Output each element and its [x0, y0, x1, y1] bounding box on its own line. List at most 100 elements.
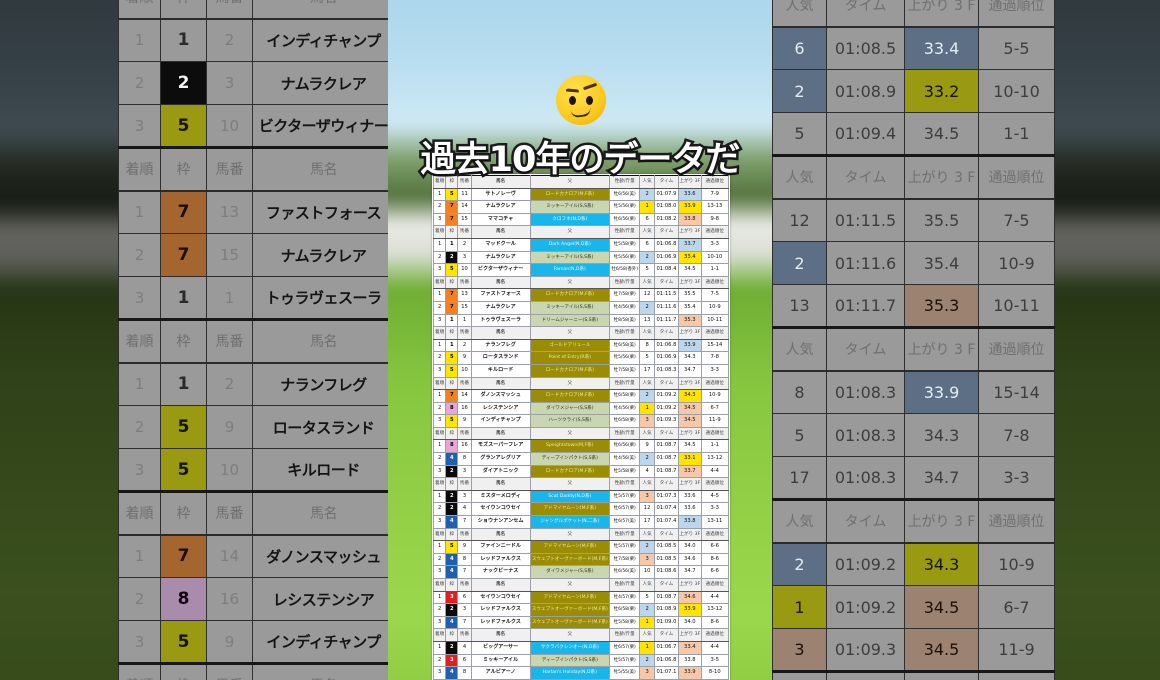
cell-horse-number: 7 [457, 615, 472, 630]
cell-time: 01:08.3 [826, 413, 905, 457]
cell-popularity: 1 [639, 200, 655, 214]
header-rank: 着順 [118, 318, 161, 364]
table-header-row: 着順枠馬番 馬名父性齢/斤量 人気 タイム 上がり 3F 通過順位 [432, 225, 729, 239]
header-waku: 枠 [445, 326, 459, 340]
table-row: 1 2 3 ミスターメロディ Scat Daddy(N,D系) 牡5/57(栗) 3 01:0… [432, 489, 729, 504]
cell-horse-name: ダイアトニック [470, 464, 531, 479]
cell-sire: スウェプトオーヴァーボード(M,F系) [529, 552, 610, 567]
cell-waku: 1 [445, 338, 459, 353]
header-sex-age-weight: 性齢/斤量 [608, 426, 641, 441]
cell-rank: 1 [432, 590, 447, 605]
cell-passing-order: 5-5 [978, 26, 1055, 70]
header-waku: 枠 [445, 477, 459, 491]
table-row: 1 2 4 ビッグアーサー サクラバクシンオー(N,D系) 牡6/57(栗) 1 01:06.… [432, 640, 729, 655]
cell-sire: Speightstown(M,F系) [529, 439, 610, 454]
cell-last-3f: 35.3 [904, 284, 979, 328]
cell-waku: 3 [445, 590, 459, 605]
table-row: 2 2 3 ナムラクレア ミッキーアイル(S,S系) 牝5/56(栗) 2 01:06.9 33… [432, 250, 729, 265]
cell-rank: 1 [432, 288, 447, 302]
cell-time: 01:06.9 [653, 351, 680, 365]
table-row: 2 7 15 ナムラクレア [118, 233, 395, 277]
header-sex-age-weight: 性齢/斤量 [608, 628, 641, 642]
header-popularity: 人気 [639, 426, 655, 441]
header-horse-number: 馬番 [457, 426, 472, 441]
cell-sex-age-weight: 牡6/57(栗) [608, 640, 641, 655]
cell-sex-age-weight: 牡5/58(栗) [608, 615, 641, 630]
cell-sire: Scat Daddy(N,D系) [529, 489, 610, 504]
cell-horse-name: インディチャンプ [252, 18, 395, 62]
cell-horse-number: 13 [206, 190, 253, 234]
header-rank: 着順 [118, 662, 161, 680]
cell-waku: 4 [445, 666, 459, 680]
cell-passing-order: 7-5 [700, 288, 729, 302]
cell-horse-name: ナムラクレア [252, 61, 395, 105]
cell-passing-order: 10-9 [978, 241, 1055, 285]
cell-rank: 1 [432, 338, 447, 353]
table-row: 3 1 1 トゥラヴェスーラ ドリームジャーニー(S,S系) 牡8/58(美) 13 01:1… [432, 313, 729, 328]
header-last-3f: 上がり 3F [678, 376, 702, 391]
cell-popularity: 2 [639, 603, 655, 617]
cell-popularity: 2 [772, 69, 827, 113]
table-row: 13 01:11.7 35.3 10-11 [772, 284, 1055, 328]
cell-horse-number: 16 [457, 401, 472, 416]
cell-time: 01:08.3 [826, 456, 905, 500]
table-row: 2 01:09.2 34.3 10-9 [772, 542, 1055, 586]
cell-sire: ロードカナロア(M,F系) [529, 389, 610, 403]
header-sire: 父 [529, 376, 610, 391]
cell-last-3f: 34.7 [904, 456, 979, 500]
cell-horse-name: ショウナンアンセム [470, 515, 531, 529]
cell-horse-number: 1 [206, 276, 253, 320]
cell-passing-order: 10-9 [700, 300, 729, 315]
cell-rank: 1 [432, 489, 447, 504]
cell-horse-number: 4 [457, 640, 472, 655]
cell-passing-order: 1-1 [700, 263, 729, 277]
cell-waku: 5 [445, 187, 459, 202]
cell-horse-number: 14 [457, 389, 472, 403]
header-rank: 着順 [432, 628, 447, 642]
cell-last-3f: 34.6 [678, 552, 702, 567]
cell-sire: ディープインパクト(S,S系) [529, 653, 610, 668]
cell-horse-name: ナムラクレア [470, 200, 531, 214]
cell-popularity: 1 [639, 401, 655, 416]
header-sire: 父 [529, 527, 610, 542]
cell-waku: 2 [445, 603, 459, 617]
cell-horse-name: トゥラヴェスーラ [252, 276, 395, 320]
header-passing-order: 通過順位 [700, 628, 729, 642]
header-sex-age-weight: 性齢/斤量 [608, 326, 641, 340]
cell-horse-name: セイウンコウセイ [470, 590, 531, 605]
cell-sire: ロードカナロア(M,F系) [529, 187, 610, 202]
cell-sex-age-weight: 牡6/57(栗) [608, 502, 641, 517]
header-waku: 枠 [445, 275, 459, 290]
header-horse-name: 馬名 [252, 0, 395, 20]
cell-passing-order: 10-11 [700, 313, 729, 328]
header-time: タイム [653, 628, 680, 642]
table-row: 2 01:11.6 35.4 10-9 [772, 241, 1055, 285]
cell-rank: 1 [118, 362, 161, 406]
cell-last-3f: 33.1 [678, 452, 702, 466]
table-row: 1 1 2 マッドクール Dark Angel(N,D系) 牡5/58(栗) 6 01:06.… [432, 237, 729, 252]
cell-passing-order: 3-3 [978, 456, 1055, 500]
cell-horse-number: 2 [206, 18, 253, 62]
table-row: 1 5 9 ファインニードル アドマイヤムーン(M,F系) 牡5/57(栗) 2 01:08.… [432, 540, 729, 554]
cell-popularity: 8 [772, 370, 827, 414]
cell-sex-age-weight: 牝4/56(栗) [608, 401, 641, 416]
cell-sex-age-weight: 牡6/58(栗) [608, 389, 641, 403]
cell-waku: 8 [445, 401, 459, 416]
cell-sex-age-weight: 牡4/57(栗) [608, 590, 641, 605]
header-horse-name: 馬名 [470, 426, 531, 441]
table-row: 2 2 3 ナムラクレア [118, 61, 395, 105]
cell-waku: 5 [445, 263, 459, 277]
header-waku: 枠 [445, 175, 459, 189]
cell-horse-number: 6 [457, 653, 472, 668]
cell-passing-order: 7-9 [700, 187, 729, 202]
cell-waku: 7 [445, 212, 459, 227]
right-results-table: 人気 タイム 上がり 3 F 通過順位 6 01:08.5 33.4 5-5 2 01:08.9 3… [772, 0, 1055, 680]
cell-horse-number: 15 [206, 233, 253, 277]
cell-sire: Dark Angel(N,D系) [529, 237, 610, 252]
cell-waku: 8 [160, 577, 207, 621]
header-rank: 着順 [118, 0, 161, 20]
cell-rank: 2 [432, 452, 447, 466]
cell-time: 01:08.7 [653, 590, 680, 605]
header-sex-age-weight: 性齢/斤量 [608, 578, 641, 592]
header-sex-age-weight: 性齢/斤量 [608, 225, 641, 239]
